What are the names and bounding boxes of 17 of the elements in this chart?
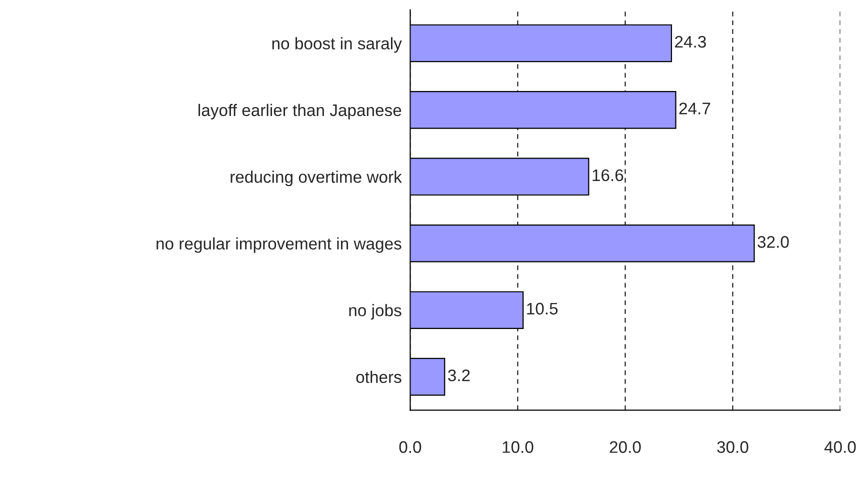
x-tick-label: 20.0: [610, 441, 641, 453]
x-tick-label: 30.0: [717, 441, 748, 453]
y-tick-label: layoff earlier than Japanese: [198, 104, 402, 120]
x-tick-label: 40.0: [824, 441, 856, 453]
data-label: 24.7: [679, 102, 710, 114]
data-label: 16.6: [592, 169, 624, 182]
x-tick-label: 0.0: [399, 441, 422, 453]
y-tick-label: no jobs: [349, 304, 402, 320]
y-tick-label: no boost in saraly: [272, 37, 402, 53]
y-tick-label: no regular improvement in wages: [156, 237, 402, 253]
data-label: 24.3: [675, 36, 706, 48]
data-label: 10.5: [527, 302, 558, 315]
data-label: 3.2: [448, 369, 470, 382]
x-tick-label: 10.0: [502, 441, 534, 453]
data-label: 32.0: [758, 236, 789, 248]
y-tick-label: reducing overtime work: [230, 170, 402, 186]
y-tick-label: others: [356, 370, 402, 384]
